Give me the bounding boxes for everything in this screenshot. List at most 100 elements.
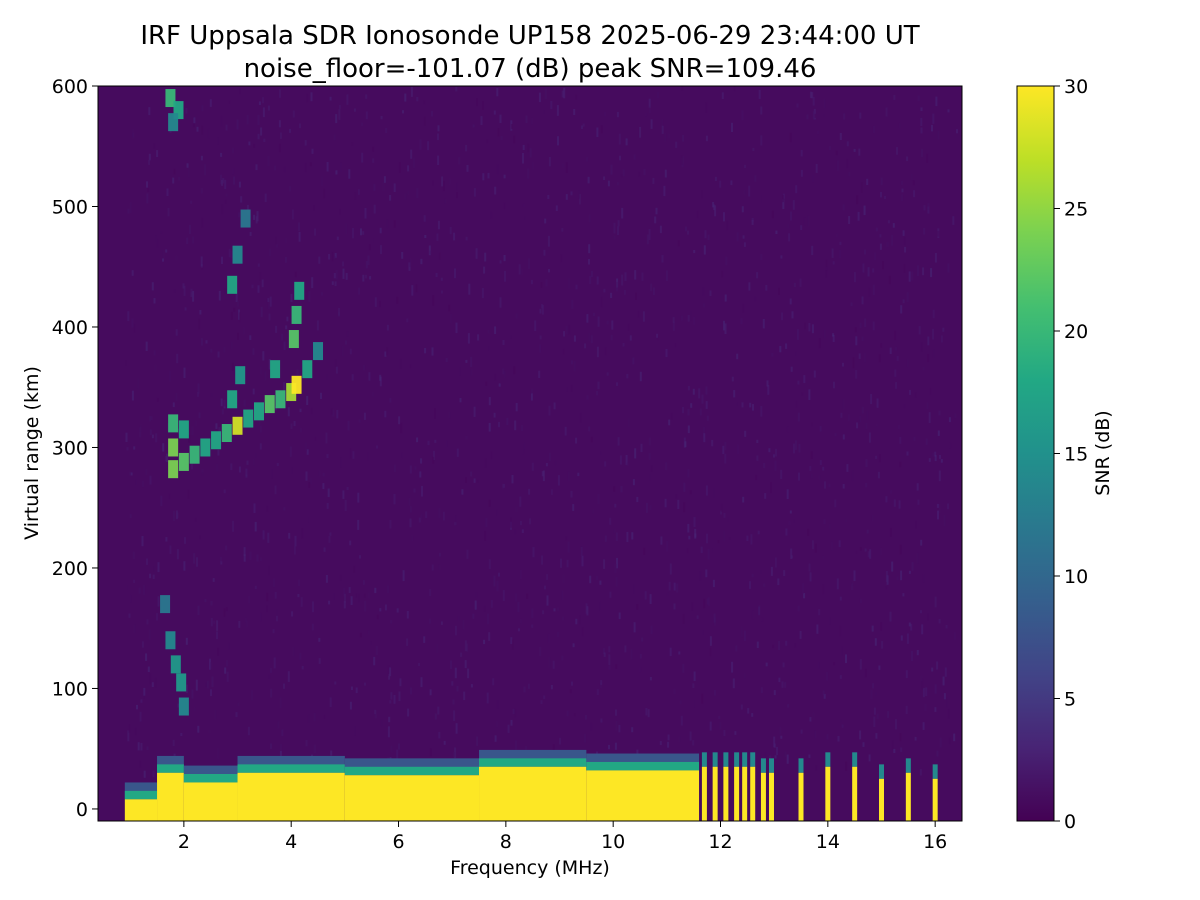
- noise-speckle: [513, 135, 516, 144]
- noise-speckle: [176, 549, 179, 560]
- noise-speckle: [889, 611, 892, 622]
- noise-speckle: [279, 697, 282, 708]
- noise-speckle: [673, 688, 676, 694]
- noise-speckle: [577, 472, 580, 477]
- noise-speckle: [262, 97, 264, 104]
- noise-speckle: [548, 452, 551, 461]
- noise-speckle: [758, 89, 761, 99]
- noise-speckle: [496, 580, 499, 592]
- noise-speckle: [316, 320, 319, 331]
- noise-speckle: [885, 107, 888, 117]
- noise-speckle: [687, 385, 690, 391]
- noise-speckle: [355, 687, 358, 694]
- noise-speckle: [197, 391, 199, 397]
- noise-speckle: [804, 322, 806, 330]
- noise-speckle: [603, 111, 606, 117]
- noise-speckle: [145, 653, 148, 661]
- noise-speckle: [623, 290, 626, 295]
- noise-speckle: [456, 192, 458, 199]
- noise-speckle: [900, 635, 903, 641]
- noise-speckle: [908, 570, 911, 574]
- noise-speckle: [465, 477, 467, 483]
- noise-speckle: [348, 587, 351, 593]
- noise-speckle: [364, 682, 366, 686]
- noise-speckle: [214, 709, 217, 720]
- noise-speckle: [401, 252, 404, 259]
- noise-speckle: [654, 216, 657, 224]
- noise-speckle: [147, 188, 150, 192]
- noise-speckle: [483, 639, 486, 645]
- noise-speckle: [922, 687, 925, 698]
- noise-speckle: [488, 397, 491, 406]
- noise-speckle: [922, 367, 925, 371]
- noise-speckle: [411, 535, 414, 541]
- noise-speckle: [436, 643, 439, 653]
- noise-speckle: [289, 128, 291, 133]
- noise-speckle: [436, 233, 439, 241]
- noise-speckle: [760, 194, 763, 203]
- echo-fringe: [237, 764, 345, 773]
- high-freq-line-fringe: [760, 758, 766, 773]
- noise-speckle: [879, 547, 882, 555]
- noise-speckle: [588, 259, 590, 265]
- noise-speckle: [665, 270, 668, 282]
- noise-speckle: [948, 737, 951, 745]
- noise-speckle: [169, 371, 171, 382]
- noise-speckle: [490, 211, 493, 219]
- noise-speckle: [502, 368, 505, 375]
- noise-speckle: [451, 681, 454, 686]
- noise-speckle: [220, 174, 223, 185]
- noise-speckle: [742, 496, 745, 503]
- noise-speckle: [483, 605, 486, 612]
- noise-speckle: [861, 336, 864, 342]
- noise-speckle: [312, 601, 314, 613]
- noise-speckle: [885, 586, 888, 590]
- noise-speckle: [913, 436, 916, 441]
- noise-speckle: [774, 460, 777, 471]
- noise-speckle: [431, 111, 433, 117]
- noise-speckle: [672, 317, 675, 323]
- y-tick-label: 500: [52, 196, 88, 218]
- noise-speckle: [680, 315, 683, 321]
- trace-point: [302, 360, 313, 379]
- noise-speckle: [833, 381, 835, 389]
- noise-speckle: [741, 402, 744, 408]
- noise-speckle: [427, 440, 430, 446]
- high-freq-line-fringe: [768, 758, 774, 773]
- noise-speckle: [822, 466, 825, 471]
- noise-speckle: [797, 380, 800, 385]
- noise-speckle: [553, 402, 556, 410]
- noise-speckle: [238, 466, 241, 473]
- noise-speckle: [147, 666, 150, 672]
- noise-speckle: [225, 193, 228, 197]
- noise-speckle: [588, 332, 591, 341]
- noise-speckle: [467, 333, 470, 344]
- noise-speckle: [667, 734, 670, 741]
- noise-speckle: [410, 149, 413, 159]
- noise-speckle: [393, 695, 396, 704]
- noise-speckle: [183, 367, 186, 378]
- noise-speckle: [607, 180, 610, 187]
- noise-speckle: [810, 451, 813, 459]
- high-freq-line-fringe: [825, 752, 831, 767]
- noise-speckle: [200, 155, 203, 161]
- noise-speckle: [603, 648, 605, 654]
- noise-speckle: [836, 160, 839, 171]
- noise-speckle: [926, 153, 929, 163]
- noise-speckle: [402, 110, 404, 114]
- noise-speckle: [326, 454, 329, 458]
- noise-speckle: [584, 734, 587, 743]
- noise-speckle: [185, 637, 188, 645]
- noise-speckle: [260, 366, 263, 375]
- noise-speckle: [187, 167, 190, 178]
- noise-speckle: [487, 172, 490, 179]
- noise-speckle: [620, 174, 623, 178]
- noise-speckle: [221, 204, 224, 215]
- noise-speckle: [398, 162, 401, 173]
- noise-speckle: [252, 348, 255, 355]
- noise-speckle: [758, 606, 761, 616]
- noise-speckle: [635, 292, 637, 300]
- noise-speckle: [923, 205, 926, 211]
- colorbar-tick-label: 5: [1064, 689, 1076, 711]
